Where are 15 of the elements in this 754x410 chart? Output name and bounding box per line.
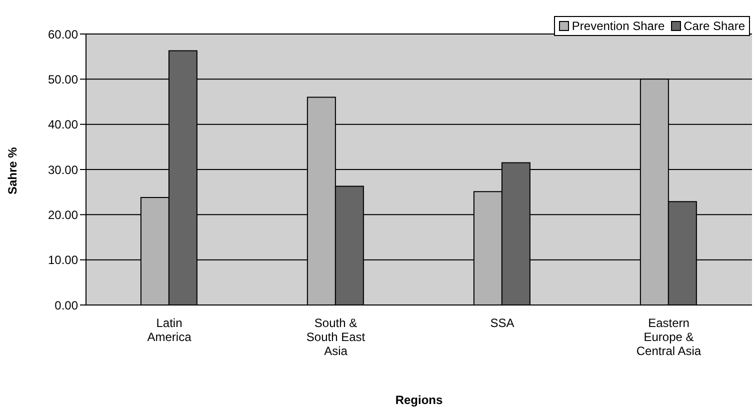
y-tick-label: 30.00 bbox=[48, 162, 78, 177]
y-tick-label: 40.00 bbox=[48, 118, 78, 132]
y-tick-label: 10.00 bbox=[48, 253, 78, 268]
x-tick-label: Eastern Europe & Central Asia bbox=[636, 316, 702, 358]
x-tick-label: Latin America bbox=[147, 316, 192, 344]
legend-label: Care Share bbox=[684, 18, 745, 34]
x-tick-label: SSA bbox=[490, 316, 514, 330]
y-axis-title: Sahre % bbox=[5, 146, 20, 194]
y-tick-label: 0.00 bbox=[54, 298, 78, 312]
x-tick-label: South & South East Asia bbox=[306, 316, 366, 358]
x-axis-title: Regions bbox=[395, 393, 443, 407]
y-tick-label: 50.00 bbox=[48, 72, 78, 86]
y-tick-label: 60.00 bbox=[48, 27, 78, 42]
y-tick-label: 20.00 bbox=[48, 208, 78, 222]
legend-label: Prevention Share bbox=[572, 18, 665, 34]
